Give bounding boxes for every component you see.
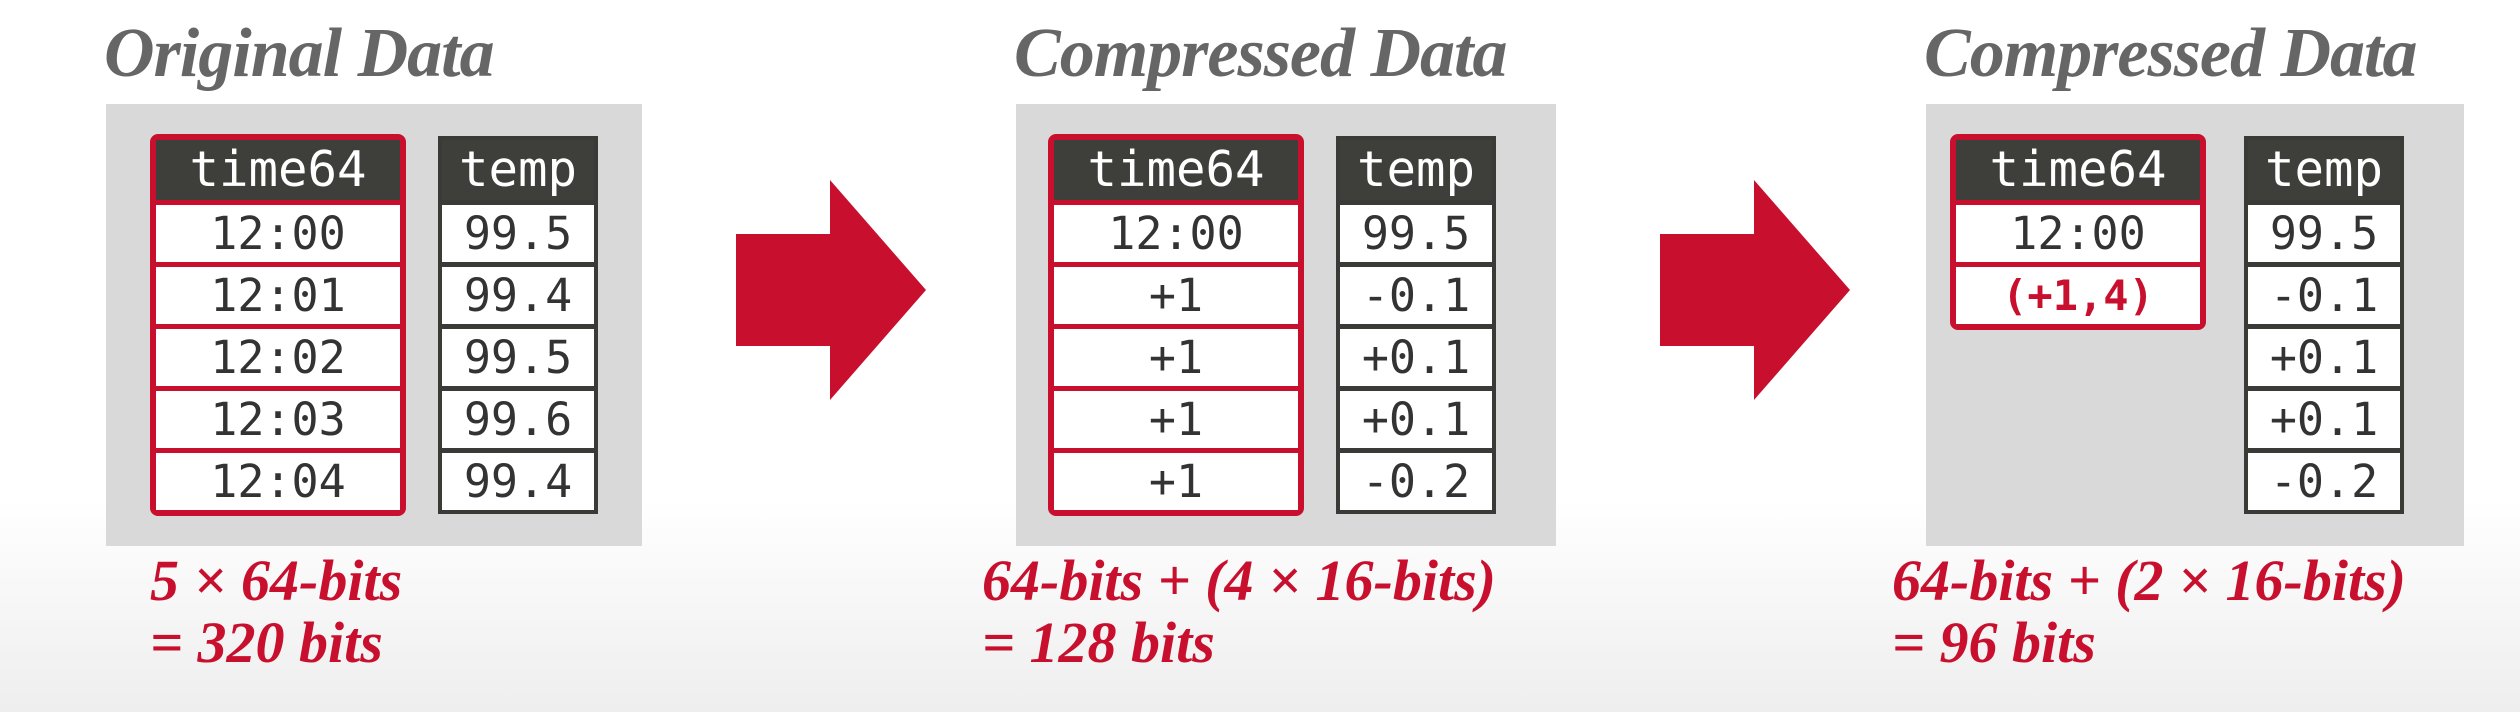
caption-line-2: = 320 bits: [150, 610, 383, 675]
time64-column: time64 12:00 (+1,4): [1950, 134, 2206, 330]
caption-line-1: 64-bits + (4 × 16-bits): [982, 548, 1496, 613]
right-arrow-icon: [736, 180, 926, 400]
temp-column: temp 99.5 99.4 99.5 99.6 99.4: [438, 136, 598, 514]
time-cell: 12:00: [1054, 205, 1298, 262]
temp-cell: -0.1: [1340, 267, 1492, 324]
run-length-cell: (+1,4): [1956, 267, 2200, 324]
time64-header: time64: [156, 140, 400, 200]
temp-cell: -0.2: [2248, 453, 2400, 510]
caption-line-2: = 96 bits: [1892, 610, 2096, 675]
time-cell: 12:03: [156, 391, 400, 448]
time-cell: 12:00: [156, 205, 400, 262]
time64-column: time64 12:00 +1 +1 +1 +1: [1048, 134, 1304, 516]
temp-cell: -0.2: [1340, 453, 1492, 510]
time64-column: time64 12:00 12:01 12:02 12:03 12:04: [150, 134, 406, 516]
temp-cell: +0.1: [1340, 391, 1492, 448]
caption-line-1: 64-bits + (2 × 16-bits): [1892, 548, 2406, 613]
right-arrow-icon: [1660, 180, 1850, 400]
caption-line-1: 5 × 64-bits: [150, 548, 403, 613]
time-cell: +1: [1054, 391, 1298, 448]
temp-cell: 99.4: [442, 267, 594, 324]
temp-cell: +0.1: [2248, 329, 2400, 386]
temp-cell: +0.1: [1340, 329, 1492, 386]
time64-header: time64: [1054, 140, 1298, 200]
heading-compressed: Compressed Data: [1014, 15, 1507, 92]
temp-cell: 99.5: [442, 329, 594, 386]
temp-cell: 99.5: [1340, 205, 1492, 262]
time-cell: 12:01: [156, 267, 400, 324]
temp-column: temp 99.5 -0.1 +0.1 +0.1 -0.2: [1336, 136, 1496, 514]
time-cell: +1: [1054, 267, 1298, 324]
time-cell: +1: [1054, 453, 1298, 510]
caption-line-2: = 128 bits: [982, 610, 1215, 675]
heading-original: Original Data: [104, 15, 495, 92]
temp-column: temp 99.5 -0.1 +0.1 +0.1 -0.2: [2244, 136, 2404, 514]
heading-compressed: Compressed Data: [1924, 15, 2417, 92]
temp-header: temp: [442, 140, 594, 200]
temp-header: temp: [1340, 140, 1492, 200]
time-cell: +1: [1054, 329, 1298, 386]
time64-header: time64: [1956, 140, 2200, 200]
temp-cell: -0.1: [2248, 267, 2400, 324]
temp-cell: 99.4: [442, 453, 594, 510]
time-cell: 12:04: [156, 453, 400, 510]
panel-compressed-delta: Compressed Data time64 12:00 +1 +1 +1 +1…: [982, 0, 1610, 712]
temp-cell: 99.6: [442, 391, 594, 448]
temp-cell: 99.5: [2248, 205, 2400, 262]
time-cell: 12:02: [156, 329, 400, 386]
temp-cell: 99.5: [442, 205, 594, 262]
panel-original: Original Data time64 12:00 12:01 12:02 1…: [100, 0, 700, 712]
temp-header: temp: [2248, 140, 2400, 200]
temp-cell: +0.1: [2248, 391, 2400, 448]
time-cell: 12:00: [1956, 205, 2200, 262]
panel-compressed-rle: Compressed Data time64 12:00 (+1,4) temp…: [1892, 0, 2520, 712]
